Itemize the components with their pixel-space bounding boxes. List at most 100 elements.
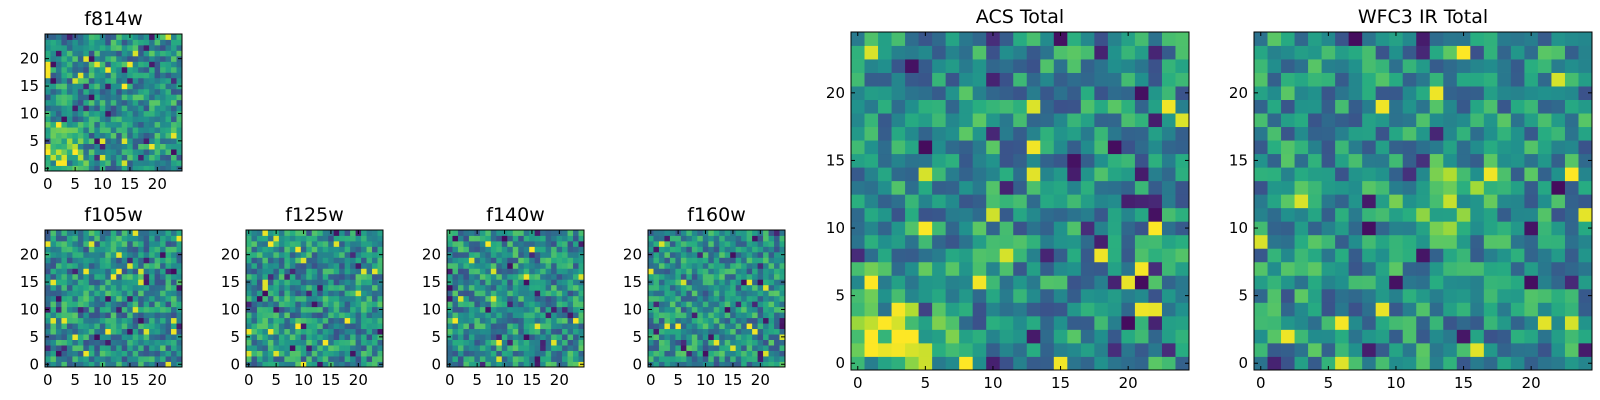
- heatmap-cell: [83, 94, 90, 101]
- heatmap-cell: [752, 356, 758, 362]
- heatmap-cell: [774, 323, 780, 330]
- heatmap-cell: [149, 55, 155, 62]
- heatmap-cell: [680, 317, 687, 324]
- heatmap-cell: [1578, 167, 1593, 182]
- heatmap-cell: [154, 132, 161, 139]
- heatmap-cell: [1416, 126, 1431, 141]
- heatmap-cell: [88, 132, 95, 139]
- heatmap-cell: [1564, 194, 1579, 209]
- heatmap-cell: [322, 361, 329, 368]
- heatmap-cell: [333, 312, 340, 319]
- heatmap-cell: [1551, 207, 1566, 222]
- heatmap-cell: [77, 165, 84, 172]
- heatmap-cell: [447, 345, 453, 351]
- heatmap-cell: [165, 88, 172, 95]
- heatmap-cell: [149, 235, 155, 242]
- heatmap-cell: [741, 328, 748, 335]
- heatmap-cell: [55, 273, 62, 280]
- heatmap-cell: [1267, 45, 1282, 60]
- heatmap-cell: [1456, 126, 1471, 141]
- heatmap-cell: [1308, 32, 1322, 46]
- heatmap-cell: [1094, 140, 1109, 155]
- heatmap-cell: [447, 356, 453, 362]
- heatmap-cell: [447, 328, 453, 335]
- heatmap-cell: [267, 334, 274, 340]
- heatmap-cell: [864, 275, 879, 290]
- heatmap-cell: [160, 240, 166, 247]
- heatmap-cell: [289, 279, 296, 286]
- heatmap-cell: [149, 334, 155, 340]
- heatmap-cell: [664, 251, 671, 258]
- heatmap-cell: [918, 248, 933, 263]
- heatmap-cell: [121, 268, 128, 275]
- heatmap-cell: [653, 279, 660, 286]
- heatmap-cell: [160, 132, 166, 139]
- heatmap-cell: [110, 262, 117, 269]
- heatmap-cell: [138, 149, 145, 155]
- heatmap-cell: [1524, 302, 1539, 317]
- heatmap-cell: [664, 273, 671, 280]
- heatmap-cell: [88, 138, 95, 144]
- heatmap-cell: [905, 72, 919, 87]
- heatmap-cell: [1551, 153, 1566, 168]
- heatmap-cell: [88, 34, 95, 40]
- heatmap-cell: [127, 149, 134, 155]
- heatmap-cell: [116, 55, 123, 62]
- heatmap-cell: [1026, 248, 1041, 263]
- heatmap-cell: [149, 34, 155, 40]
- heatmap-cell: [273, 356, 280, 362]
- heatmap-cell: [1121, 207, 1136, 222]
- heatmap-cell: [691, 334, 698, 340]
- heatmap-cell: [1362, 261, 1377, 276]
- heatmap-cell: [171, 55, 177, 62]
- heatmap-cell: [702, 328, 709, 335]
- heatmap-cell: [932, 180, 947, 195]
- heatmap-cell: [485, 306, 492, 313]
- heatmap-cell: [664, 345, 671, 351]
- heatmap-cell: [1175, 315, 1190, 330]
- heatmap-cell: [719, 268, 726, 275]
- heatmap-cell: [344, 356, 351, 362]
- heatmap-cell: [105, 34, 112, 40]
- heatmap-cell: [697, 268, 704, 275]
- heatmap-cell: [83, 50, 90, 57]
- heatmap-cell: [905, 153, 919, 168]
- heatmap-cell: [945, 113, 960, 128]
- heatmap-cell: [278, 284, 285, 291]
- heatmap-cell: [1578, 72, 1593, 87]
- heatmap-cell: [463, 306, 470, 313]
- heatmap-cell: [658, 301, 665, 308]
- heatmap-cell: [741, 334, 748, 340]
- heatmap-cell: [66, 262, 73, 269]
- heatmap-cell: [1578, 275, 1593, 290]
- heatmap-cell: [691, 295, 698, 302]
- heatmap-cell: [567, 323, 574, 330]
- heatmap-cell: [1026, 126, 1041, 141]
- heatmap-cell: [143, 290, 150, 297]
- heatmap-cell: [121, 240, 128, 247]
- heatmap-cell: [77, 356, 84, 362]
- heatmap-cell: [463, 257, 470, 264]
- heatmap-cell: [1348, 221, 1363, 236]
- heatmap-cell: [143, 165, 150, 172]
- heatmap-cell: [691, 284, 698, 291]
- heatmap-cell: [88, 323, 95, 330]
- heatmap-cell: [1402, 59, 1417, 73]
- heatmap-cell: [529, 301, 536, 308]
- heatmap-cell: [702, 350, 709, 357]
- heatmap-cell: [61, 165, 68, 172]
- heatmap-cell: [99, 132, 106, 139]
- heatmap-cell: [355, 284, 362, 291]
- heatmap-cell: [99, 94, 106, 101]
- heatmap-cell: [702, 295, 709, 302]
- heatmap-cell: [88, 345, 95, 351]
- heatmap-cell: [545, 328, 552, 335]
- heatmap-cell: [529, 312, 536, 319]
- heatmap-cell: [116, 105, 123, 112]
- heatmap-cell: [878, 261, 892, 276]
- y-tick-label: 10: [20, 104, 39, 122]
- heatmap-cell: [110, 240, 117, 247]
- heatmap-cell: [1294, 356, 1309, 371]
- heatmap-cell: [457, 251, 464, 258]
- heatmap-cell: [1040, 140, 1055, 155]
